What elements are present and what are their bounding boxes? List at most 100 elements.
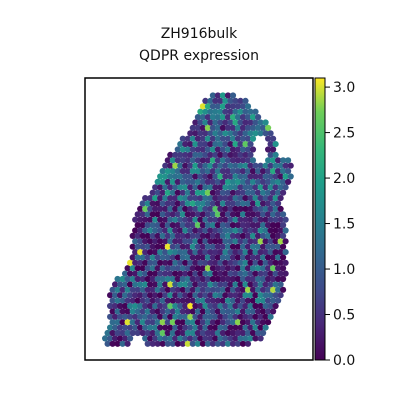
spot [124,340,131,347]
spot [139,243,146,250]
spot [242,259,249,266]
spot [177,259,184,266]
spot [214,329,221,337]
spot [207,313,214,320]
spot [237,130,244,137]
spot [252,281,259,288]
spot [275,286,282,293]
spot [222,238,229,245]
spot [232,205,239,212]
spot [247,324,254,331]
spot [177,162,184,169]
spot [134,286,141,293]
spot [260,200,267,207]
spot [247,108,254,115]
spot [154,232,161,239]
spot [152,270,159,277]
spot [207,270,214,277]
spot [167,270,174,277]
spot [199,114,206,121]
spot [260,308,267,315]
spot [169,265,176,272]
spot [159,286,166,293]
spot [147,259,154,266]
spot [167,195,174,202]
spot [169,308,176,315]
spot [282,173,289,180]
spot [224,157,232,164]
spot [144,340,151,347]
spot [179,319,186,326]
spot [227,324,234,331]
spot [157,216,164,223]
spot [227,141,234,148]
spot [270,146,277,153]
spot [239,254,247,261]
spot [117,281,124,288]
spot [184,211,191,218]
spot [179,243,186,250]
spot [177,292,184,299]
spot [174,232,181,239]
spot [159,178,166,185]
spot [142,281,149,288]
spot [207,281,214,288]
spot [265,178,272,185]
spot [265,146,272,153]
spot [222,281,229,288]
spot [217,313,224,320]
spot [159,265,166,272]
spot [187,335,194,342]
spot [217,324,224,331]
spot [132,238,139,245]
spot [164,222,171,229]
spot [172,324,179,331]
spot [174,254,181,261]
spot [137,205,144,212]
spot [107,335,114,342]
spot [229,189,237,196]
colorbar-tick-label: 2.0 [333,171,355,187]
spot [122,302,129,310]
spot [242,324,249,331]
spot [219,146,226,153]
spot [247,205,254,212]
spot [129,297,136,304]
spot [260,265,267,272]
spot [257,270,264,277]
spot [260,222,267,229]
spot [184,329,191,337]
spot [249,124,257,131]
spot [189,146,196,153]
spot [164,178,171,185]
spot [189,297,196,304]
spot [172,238,179,245]
spot [149,286,156,293]
spot [179,178,186,185]
spot [127,292,134,299]
spot [199,168,206,175]
spot [219,254,226,261]
spot [267,141,274,148]
spot [234,189,242,196]
spot [182,216,189,223]
spot [272,302,279,310]
spot [265,319,272,326]
spot [217,130,224,137]
spot [202,238,209,245]
spot [262,227,269,234]
spot [217,238,224,245]
spot [247,302,254,310]
spot [252,324,259,331]
spot [154,200,161,207]
spot [224,286,232,293]
spot [142,259,149,266]
spot [167,281,174,288]
spot [212,249,219,256]
spot [197,249,204,256]
spot [234,114,242,121]
spot [189,254,196,261]
spot [152,195,159,202]
spot [252,270,259,277]
spot [217,216,224,223]
